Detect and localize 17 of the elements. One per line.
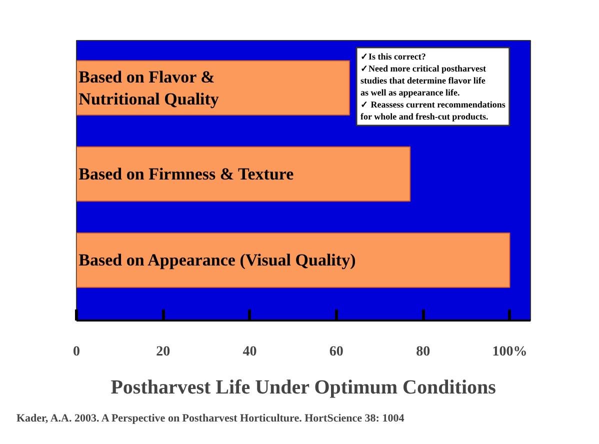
bar [76, 60, 350, 116]
x-tick-label: 20 [156, 344, 170, 360]
x-tick-label: 40 [242, 344, 257, 360]
y-tick-label: Based on Firmness & Texture [78, 164, 294, 184]
annotation: ✓Need more critical postharvest studies that determine flavor life as well as appearance life. [360, 64, 486, 98]
bar [76, 146, 411, 202]
y-tick-label: Based on Flavor & Nutritional Quality [78, 67, 220, 108]
x-tick-label: 0 [73, 344, 80, 360]
x-tick-label: 80 [416, 344, 430, 360]
y-tick-label: Based on Appearance (Visual Quality) [78, 250, 356, 270]
x-axis-title: Postharvest Life Under Optimum Conditions [110, 376, 496, 398]
annotation: ✓Is this correct? [360, 52, 426, 62]
x-tick-label: 60 [329, 344, 344, 360]
bar [76, 232, 510, 288]
x-tick-label: 100% [492, 344, 528, 360]
annotation: ✓ Reassess current recommendations for whole and fresh-cut products. [360, 100, 506, 122]
text: Kader, A.A. 2003. A Perspective on Postharvest Horticulture. HortScience 38: 1004 [16, 412, 405, 424]
